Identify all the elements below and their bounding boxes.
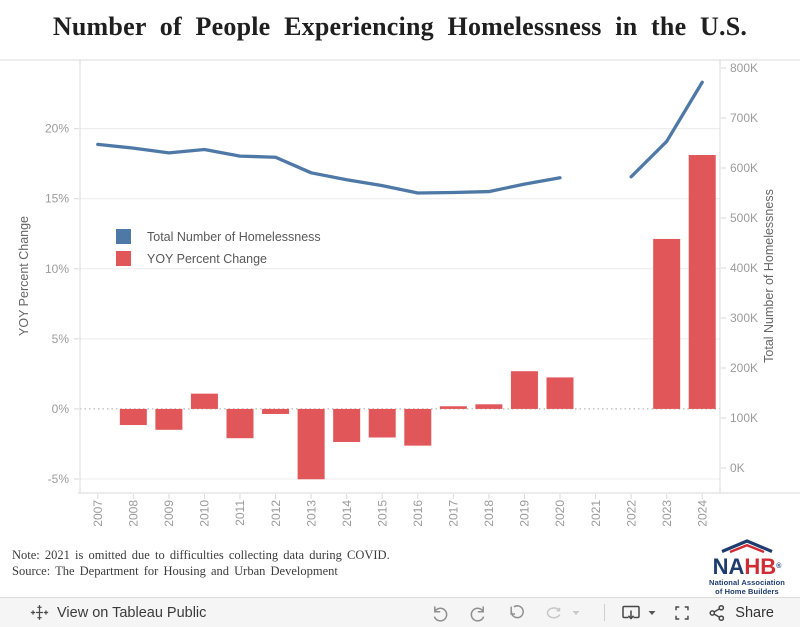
x-tick-label-2008: 2008 [127,500,141,527]
left-tick-label: -5% [48,472,70,486]
x-tick-label-2018: 2018 [482,500,496,527]
legend-item-total[interactable]: Total Number of Homelessness [116,229,321,244]
legend-swatch-total [116,229,131,244]
bar-2018[interactable] [475,404,503,409]
right-tick-label: 300K [730,311,758,325]
nahb-registered-mark: ® [776,563,782,570]
chevron-down-icon [572,610,580,615]
right-tick-label: 0K [730,461,745,475]
legend-item-yoy[interactable]: YOY Percent Change [116,251,321,266]
right-tick-label: 400K [730,261,758,275]
legend-label-total: Total Number of Homelessness [147,229,321,244]
x-tick-label-2009: 2009 [162,500,176,527]
x-tick-label-2021: 2021 [589,500,603,527]
share-button[interactable]: Share [706,602,774,624]
nahb-roof-icon [721,539,773,554]
tableau-toolbar: View on Tableau Public [0,597,800,627]
left-tick-label: 15% [45,192,69,206]
redo-icon [470,605,485,622]
left-tick-label: 0% [52,402,70,416]
source-line: Source: The Department for Housing and U… [12,564,338,578]
refresh-icon [547,606,561,618]
revert-button[interactable] [505,602,527,624]
right-tick-label: 600K [730,161,758,175]
bar-2024[interactable] [688,155,716,409]
chart-title: Number of People Experiencing Homelessne… [52,12,748,41]
x-tick-label-2015: 2015 [375,500,389,527]
left-tick-label: 5% [52,332,70,346]
x-tick-label-2023: 2023 [660,500,674,527]
fullscreen-icon [675,605,689,620]
bar-2011[interactable] [226,408,254,439]
view-on-tableau-label: View on Tableau Public [57,604,207,621]
fullscreen-button[interactable] [671,602,693,624]
share-label: Share [735,604,774,621]
refresh-dropdown-button[interactable] [570,607,582,619]
nahb-star-icon: ★ [732,573,739,580]
x-tick-label-2012: 2012 [269,500,283,527]
tableau-logo-icon [30,605,49,620]
right-tick-label: 800K [730,61,758,75]
right-axis-title: Total Number of Homelessness [762,189,776,363]
undo-icon [433,605,448,622]
nahb-logo: NAHB ★ ® National Association of Home Buil… [702,538,792,599]
bar-2013[interactable] [297,408,325,480]
nahb-tagline: National Association of Home Builders [709,578,785,596]
x-tick-label-2014: 2014 [340,500,354,527]
revert-icon [510,604,525,618]
x-tick-label-2007: 2007 [91,500,105,527]
bar-2020[interactable] [546,377,574,409]
right-tick-label: 100K [730,411,758,425]
download-icon [622,605,641,620]
bar-2017[interactable] [439,406,467,409]
bar-2010[interactable] [190,393,218,409]
right-tick-label: 700K [730,111,758,125]
x-tick-label-2019: 2019 [518,500,532,527]
redo-button[interactable] [467,602,489,624]
left-tick-label: 20% [45,122,69,136]
left-tick-label: 10% [45,262,69,276]
bar-2009[interactable] [155,408,183,430]
x-tick-label-2016: 2016 [411,500,425,527]
bar-2016[interactable] [404,408,432,446]
chart-canvas: -5% 0% 5% 10% 15% 20% 0K 100K 200K 300K 400K 500K 60… [0,59,800,527]
bar-2015[interactable] [368,408,396,438]
left-axis-title: YOY Percent Change [17,216,31,336]
chevron-down-icon [648,610,656,615]
nahb-na: NA [712,554,745,579]
bar-2012[interactable] [262,408,290,414]
download-dropdown-button[interactable] [646,607,658,619]
chart-legend: Total Number of Homelessness YOY Percent… [116,229,321,266]
total-homelessness-line[interactable] [96,142,562,195]
x-tick-label-2017: 2017 [447,500,461,527]
bar-2014[interactable] [333,408,361,442]
note-line: Note: 2021 is omitted due to difficultie… [12,548,390,562]
total-homelessness-line[interactable] [629,80,704,179]
bar-2023[interactable] [653,238,681,409]
x-tick-label-2020: 2020 [553,500,567,527]
right-tick-label: 500K [730,211,758,225]
x-tick-label-2011: 2011 [233,500,247,526]
x-tick-label-2024: 2024 [695,500,709,527]
toolbar-divider [604,604,606,621]
toolbar-actions: Share [429,602,774,624]
legend-label-yoy: YOY Percent Change [147,251,267,266]
download-button[interactable] [619,602,643,624]
legend-swatch-yoy [116,251,131,266]
share-icon [709,604,725,621]
x-tick-label-2022: 2022 [624,500,638,527]
x-tick-label-2013: 2013 [304,500,318,527]
view-on-tableau-link[interactable]: View on Tableau Public [30,603,206,622]
chart-notes: Note: 2021 is omitted due to difficultie… [12,547,390,579]
right-tick-label: 200K [730,361,758,375]
bar-2019[interactable] [510,371,538,409]
bar-2008[interactable] [119,408,147,426]
refresh-button[interactable] [543,602,565,624]
undo-button[interactable] [429,602,451,624]
nahb-wordmark: NAHB ★ ® [712,554,782,581]
x-tick-label-2010: 2010 [198,500,212,527]
nahb-hb: HB [744,554,777,579]
